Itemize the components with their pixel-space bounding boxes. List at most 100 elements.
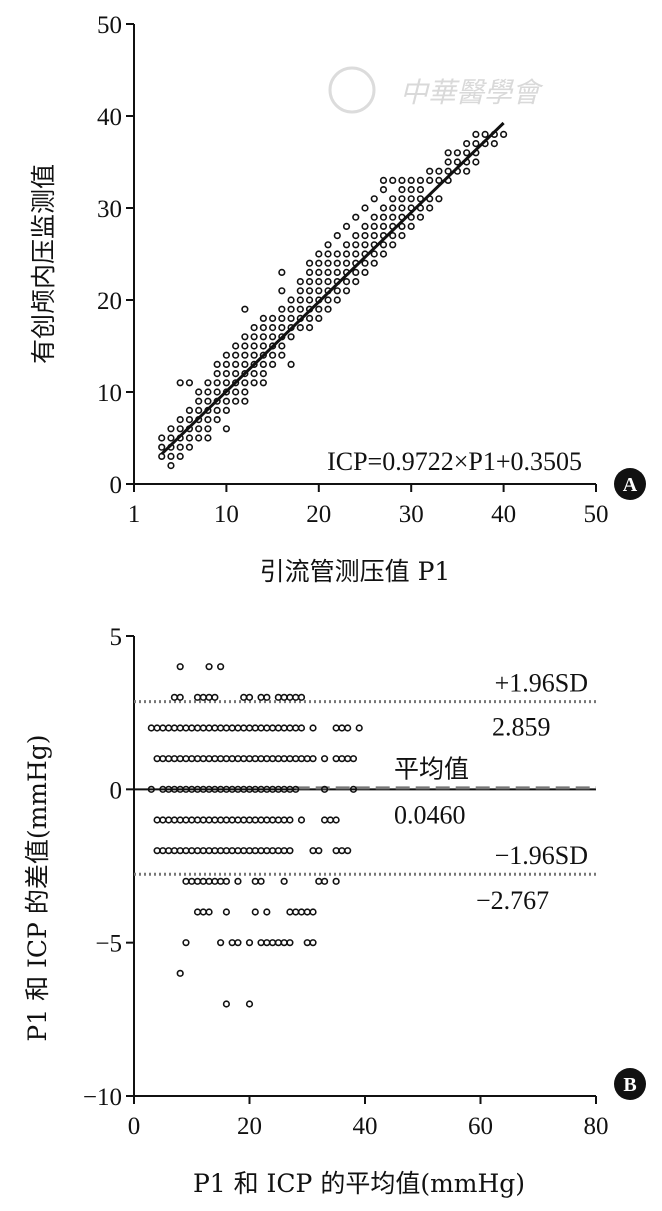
data-point — [333, 259, 341, 267]
y-tick-label: −5 — [95, 931, 122, 958]
data-point — [199, 877, 207, 885]
data-point — [245, 693, 254, 701]
data-point — [333, 296, 341, 304]
data-point — [251, 908, 259, 916]
data-point — [297, 816, 306, 824]
data-point — [259, 314, 267, 323]
data-point — [159, 847, 167, 855]
data-point — [274, 693, 282, 701]
data-point — [170, 724, 179, 732]
data-point — [305, 268, 314, 277]
data-point — [176, 416, 184, 424]
data-point — [263, 755, 271, 763]
x-tick-label: 10 — [214, 501, 239, 528]
data-point — [426, 176, 434, 184]
data-point — [352, 241, 360, 249]
data-point — [398, 195, 406, 203]
data-point — [296, 296, 304, 304]
data-point — [199, 724, 207, 732]
data-point — [263, 847, 271, 855]
y-tick-label: 10 — [97, 380, 122, 407]
data-point — [278, 342, 286, 350]
data-point — [286, 939, 294, 947]
data-point — [280, 724, 288, 732]
data-point — [305, 287, 314, 295]
data-point — [269, 333, 277, 341]
data-point — [332, 877, 340, 885]
data-point — [303, 908, 311, 916]
data-point — [170, 847, 179, 855]
data-point — [211, 724, 219, 732]
data-point — [342, 241, 351, 249]
data-point — [199, 755, 207, 763]
data-point — [259, 342, 267, 350]
data-point — [250, 333, 258, 341]
data-point — [278, 287, 286, 295]
data-point — [326, 816, 334, 824]
data-point — [370, 259, 378, 267]
data-point — [232, 397, 240, 405]
data-point — [241, 397, 249, 405]
data-point — [344, 847, 352, 855]
panel-b-points — [147, 663, 363, 1008]
data-point — [234, 847, 242, 855]
panel-b: 0 20 40 60 80 5 0 −5 −10 +1.96SD 2.859 平均值 0.04… — [23, 624, 646, 1198]
data-point — [453, 158, 462, 166]
data-point — [370, 250, 378, 258]
x-tick-label: 80 — [584, 1113, 609, 1140]
data-point — [228, 847, 236, 855]
data-point — [315, 314, 323, 323]
data-point — [349, 785, 358, 793]
panel-a-x-ticks: 1 10 20 30 40 50 — [128, 484, 609, 528]
data-point — [195, 434, 203, 442]
data-point — [176, 693, 184, 701]
data-point — [269, 342, 277, 350]
data-point — [324, 250, 332, 258]
data-point — [407, 222, 415, 230]
data-point — [211, 877, 219, 885]
data-point — [315, 250, 323, 258]
data-point — [205, 816, 213, 824]
data-point — [159, 816, 167, 824]
data-point — [407, 195, 415, 203]
data-point — [170, 693, 179, 701]
data-point — [193, 693, 202, 701]
data-point — [195, 397, 203, 405]
data-point — [287, 360, 295, 369]
data-point — [352, 268, 360, 277]
data-point — [263, 816, 271, 824]
data-point — [389, 204, 397, 212]
data-point — [303, 755, 311, 763]
data-point — [338, 755, 346, 763]
data-point — [269, 847, 277, 855]
data-point — [379, 213, 388, 221]
data-point — [407, 176, 415, 184]
data-point — [241, 342, 249, 350]
data-point — [370, 195, 378, 203]
data-point — [305, 259, 314, 267]
data-point — [257, 877, 265, 885]
data-point — [205, 724, 213, 732]
data-point — [398, 186, 406, 194]
data-point — [259, 360, 267, 369]
data-point — [159, 724, 167, 732]
data-point — [305, 314, 314, 323]
data-point — [280, 755, 288, 763]
data-point — [407, 186, 415, 194]
x-tick-label: 20 — [306, 501, 331, 528]
data-point — [158, 443, 166, 451]
panel-a-badge-label: A — [623, 474, 638, 496]
data-point — [352, 213, 360, 221]
panel-b-y-ticks: 5 0 −5 −10 — [83, 624, 134, 1111]
data-point — [193, 816, 202, 824]
regression-line — [160, 121, 505, 456]
data-point — [435, 167, 443, 175]
data-point — [269, 351, 277, 359]
data-point — [296, 278, 304, 286]
x-tick-label: 20 — [237, 1113, 262, 1140]
data-point — [250, 370, 258, 378]
data-point — [287, 305, 295, 313]
data-point — [259, 333, 267, 341]
data-point — [188, 847, 196, 855]
data-point — [205, 755, 213, 763]
